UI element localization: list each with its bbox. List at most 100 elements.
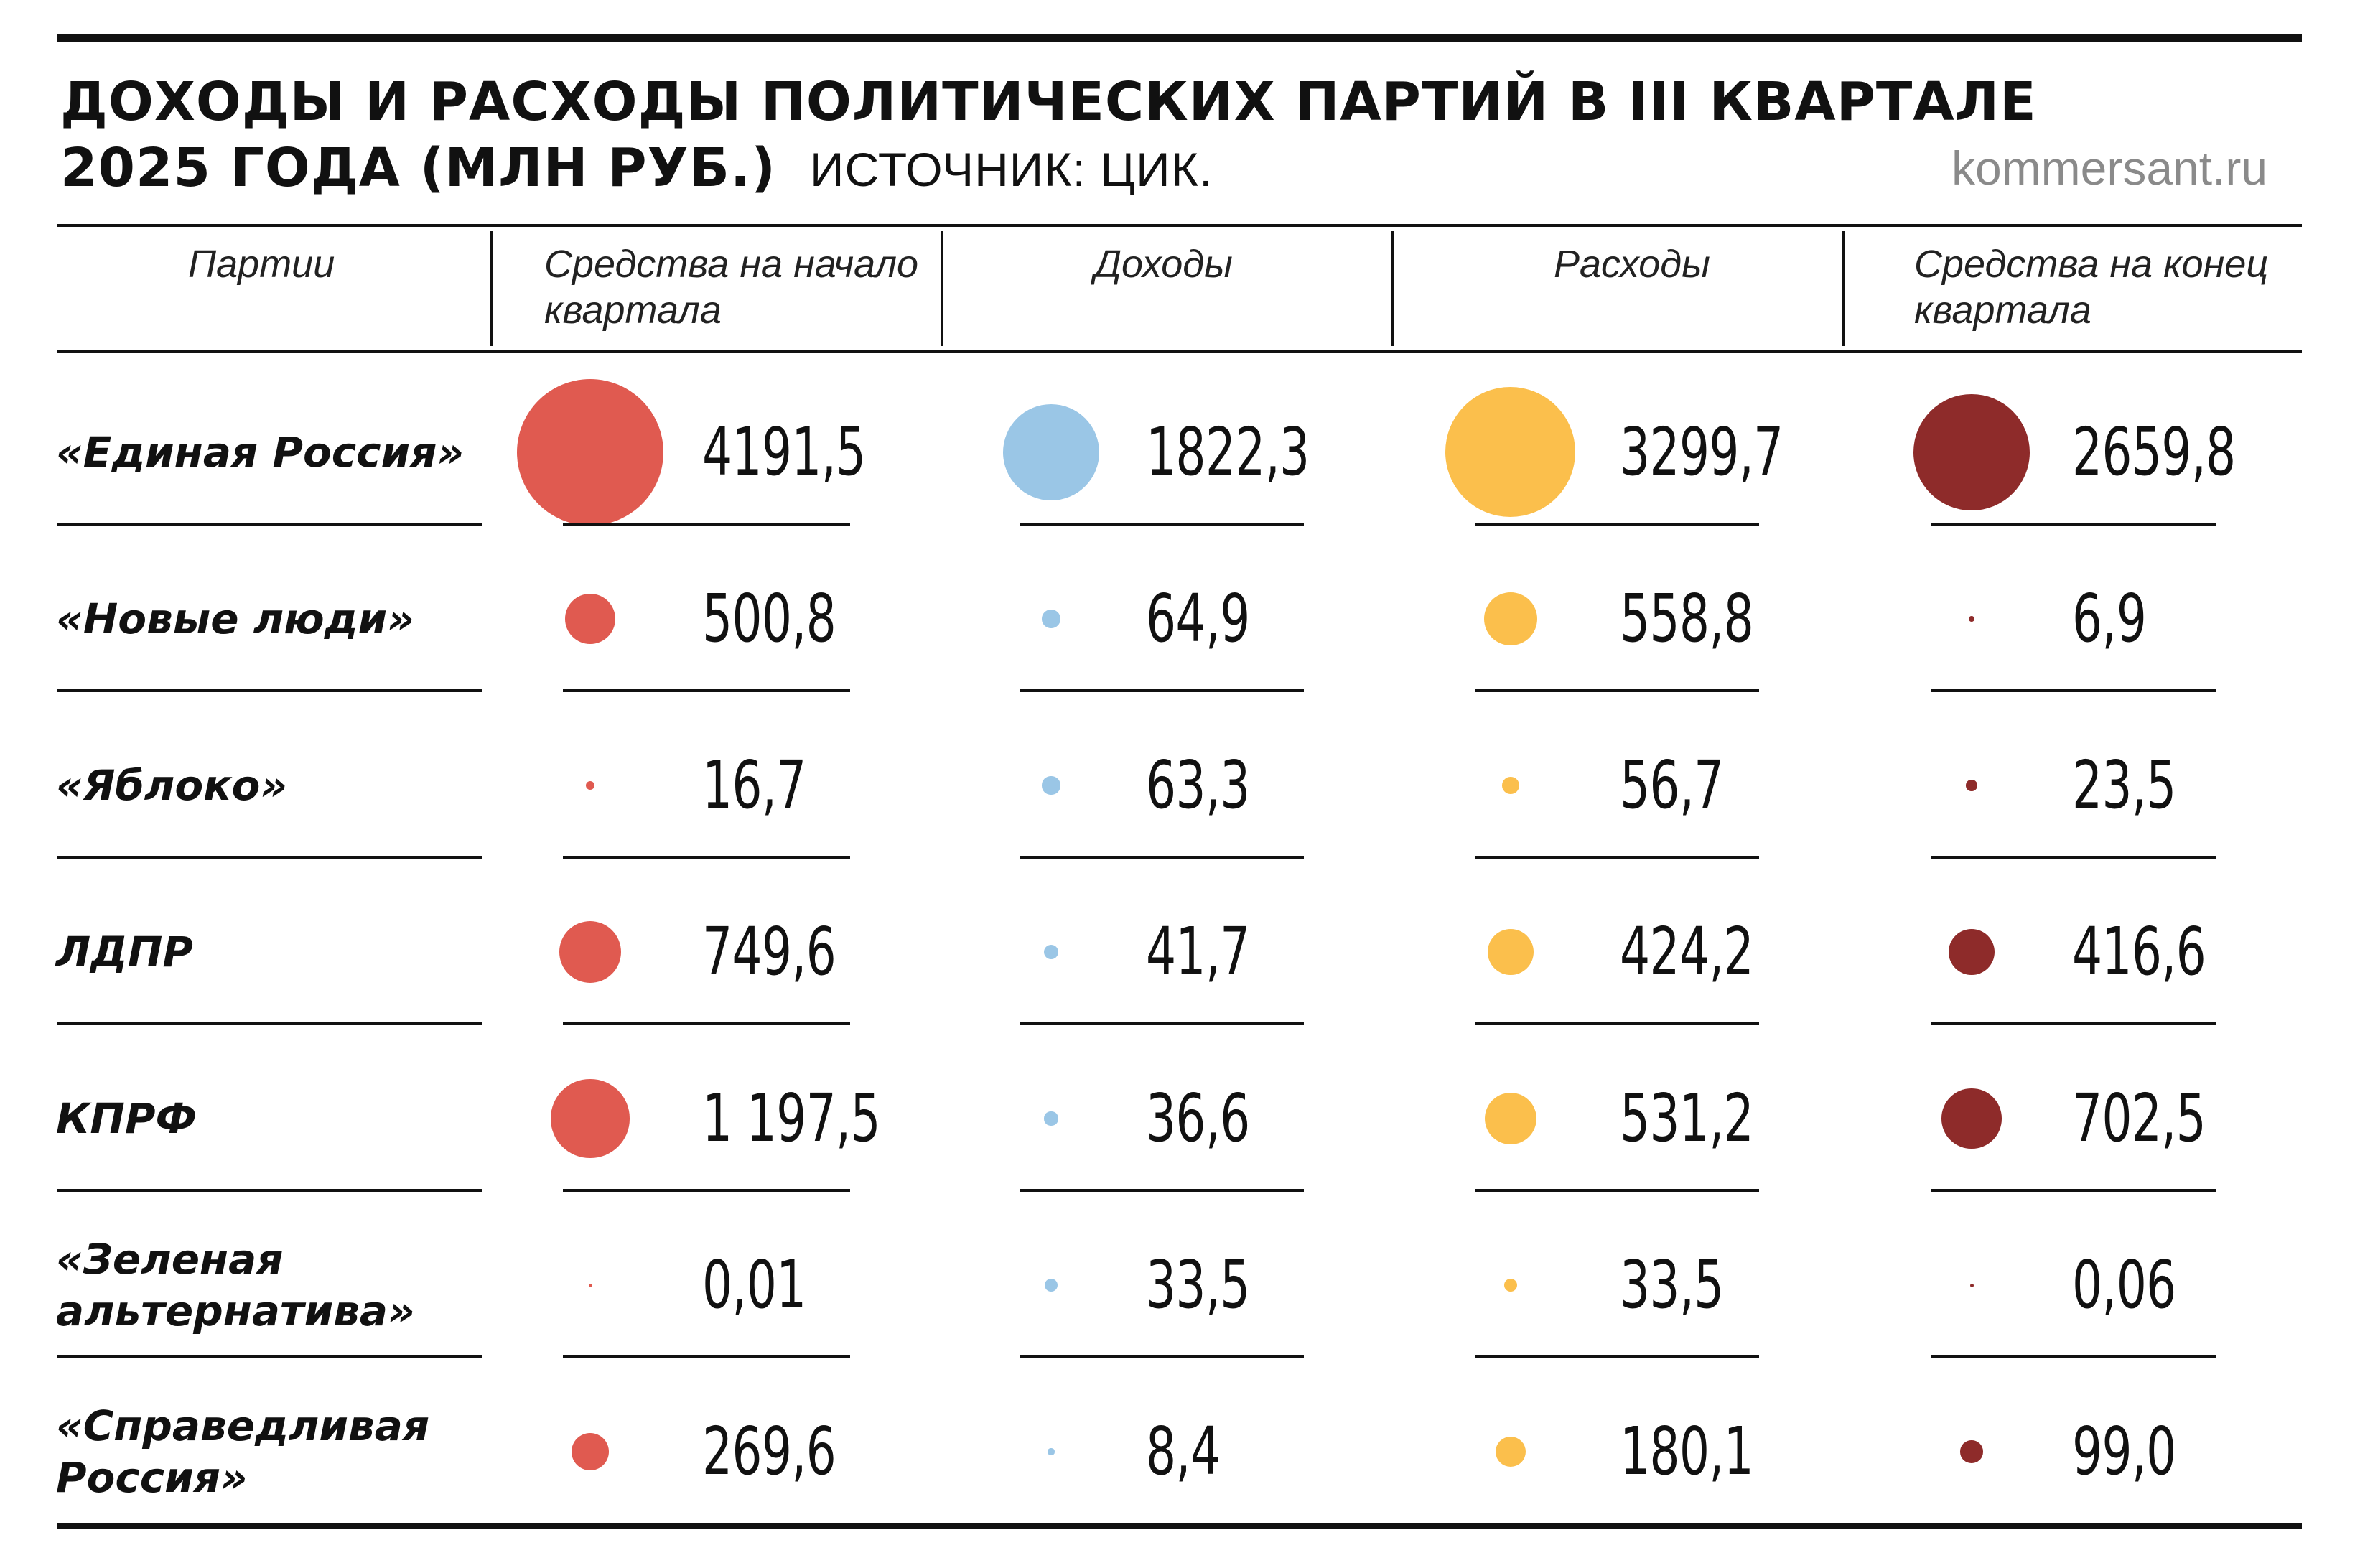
value-expense: 424,2 bbox=[1620, 913, 1754, 990]
value-income: 36,6 bbox=[1146, 1080, 1250, 1157]
value-end: 416,6 bbox=[2072, 913, 2206, 990]
row-divider bbox=[1475, 1355, 1759, 1358]
value-expense: 3299,7 bbox=[1620, 414, 1783, 490]
chart-title: ДОХОДЫ И РАСХОДЫ ПОЛИТИЧЕСКИХ ПАРТИЙ В I… bbox=[60, 69, 2142, 201]
party-label: КПРФ bbox=[56, 1094, 197, 1143]
bubble-expense bbox=[1502, 777, 1519, 794]
bubble-start bbox=[588, 1283, 592, 1287]
row-divider bbox=[563, 523, 850, 526]
bubble-end bbox=[1960, 1440, 1983, 1463]
value-income: 63,3 bbox=[1146, 747, 1250, 823]
bubble-end bbox=[1941, 1088, 2002, 1149]
bottom-rule bbox=[57, 1523, 2302, 1529]
row-divider bbox=[1931, 523, 2216, 526]
row-divider bbox=[1931, 689, 2216, 692]
row-divider bbox=[57, 1022, 482, 1025]
row-divider bbox=[57, 1355, 482, 1358]
value-start: 500,8 bbox=[702, 580, 836, 657]
bubble-start bbox=[517, 379, 663, 526]
bubble-income bbox=[1043, 944, 1059, 960]
party-label: «Единая Россия» bbox=[56, 428, 465, 477]
party-label: ЛДПР bbox=[56, 928, 193, 976]
column-separator bbox=[1391, 231, 1394, 346]
bubble-end bbox=[1966, 780, 1977, 791]
party-label: «Новые люди» bbox=[56, 594, 414, 643]
row-divider bbox=[57, 1189, 482, 1192]
site-credit: kommersant.ru bbox=[1951, 141, 2268, 195]
value-start: 749,6 bbox=[702, 913, 836, 990]
row-divider bbox=[1475, 1022, 1759, 1025]
value-start: 269,6 bbox=[702, 1413, 836, 1490]
row-divider bbox=[57, 523, 482, 526]
column-header-end: Средства на конец квартала bbox=[1914, 243, 2269, 332]
bubble-end bbox=[1948, 928, 1995, 976]
row-divider bbox=[1931, 1022, 2216, 1025]
bubble-expense bbox=[1484, 1092, 1537, 1145]
header-bottom-rule bbox=[57, 350, 2302, 353]
party-label: «Яблоко» bbox=[56, 761, 288, 810]
value-start: 16,7 bbox=[702, 747, 806, 823]
row-divider bbox=[1020, 856, 1304, 859]
bubble-income bbox=[1044, 1111, 1058, 1126]
column-header-party: Партии bbox=[188, 243, 335, 286]
row-divider bbox=[563, 689, 850, 692]
title-line-2: 2025 ГОДА (МЛН РУБ.) bbox=[60, 137, 776, 199]
row-divider bbox=[1020, 689, 1304, 692]
row-divider bbox=[1020, 1022, 1304, 1025]
row-divider bbox=[1475, 1189, 1759, 1192]
bubble-start bbox=[564, 593, 616, 645]
row-divider bbox=[563, 856, 850, 859]
column-header-expense: Расходы bbox=[1554, 243, 1710, 286]
bubble-income bbox=[1044, 1278, 1058, 1292]
bubble-income bbox=[1042, 610, 1060, 628]
row-divider bbox=[57, 689, 482, 692]
value-end: 702,5 bbox=[2072, 1080, 2206, 1157]
bubble-income bbox=[1048, 1448, 1055, 1455]
bubble-income bbox=[1042, 776, 1060, 795]
bubble-income bbox=[1002, 403, 1100, 501]
value-start: 4191,5 bbox=[702, 414, 866, 490]
row-divider bbox=[1931, 1355, 2216, 1358]
bubble-expense bbox=[1503, 1278, 1518, 1292]
column-separator bbox=[1842, 231, 1845, 346]
value-end: 99,0 bbox=[2072, 1413, 2176, 1490]
value-start: 1 197,5 bbox=[702, 1080, 881, 1157]
party-label: «Зеленая альтернатива» bbox=[56, 1235, 415, 1335]
row-divider bbox=[1475, 523, 1759, 526]
row-divider bbox=[1020, 1189, 1304, 1192]
bubble-start bbox=[572, 1433, 609, 1470]
bubble-end bbox=[1913, 393, 2030, 511]
value-expense: 531,2 bbox=[1620, 1080, 1754, 1157]
source-note: ИСТОЧНИК: ЦИК. bbox=[810, 143, 1213, 196]
value-expense: 180,1 bbox=[1620, 1413, 1754, 1490]
value-end: 2659,8 bbox=[2072, 414, 2236, 490]
bubble-expense bbox=[1495, 1436, 1526, 1467]
column-header-income: Доходы bbox=[1094, 243, 1233, 286]
column-separator bbox=[941, 231, 943, 346]
bubble-end bbox=[1969, 1283, 1974, 1287]
row-divider bbox=[1020, 523, 1304, 526]
row-divider bbox=[57, 856, 482, 859]
bubble-end bbox=[1968, 615, 1975, 622]
value-income: 64,9 bbox=[1146, 580, 1250, 657]
top-rule bbox=[57, 34, 2302, 42]
party-label: «Справедливая Россия» bbox=[56, 1401, 430, 1502]
title-line-1: ДОХОДЫ И РАСХОДЫ ПОЛИТИЧЕСКИХ ПАРТИЙ В I… bbox=[60, 71, 2037, 133]
value-end: 23,5 bbox=[2072, 747, 2176, 823]
value-income: 1822,3 bbox=[1146, 414, 1310, 490]
value-income: 8,4 bbox=[1146, 1413, 1221, 1490]
row-divider bbox=[1020, 1355, 1304, 1358]
bubble-expense bbox=[1445, 387, 1576, 518]
row-divider bbox=[1475, 689, 1759, 692]
bubble-start bbox=[551, 1079, 630, 1158]
value-income: 41,7 bbox=[1146, 913, 1250, 990]
value-start: 0,01 bbox=[702, 1246, 806, 1323]
value-end: 6,9 bbox=[2072, 580, 2147, 657]
row-divider bbox=[563, 1022, 850, 1025]
row-divider bbox=[563, 1355, 850, 1358]
value-income: 33,5 bbox=[1146, 1246, 1250, 1323]
bubble-expense bbox=[1483, 592, 1538, 646]
row-divider bbox=[1931, 1189, 2216, 1192]
value-expense: 558,8 bbox=[1620, 580, 1754, 657]
header-top-rule bbox=[57, 224, 2302, 227]
